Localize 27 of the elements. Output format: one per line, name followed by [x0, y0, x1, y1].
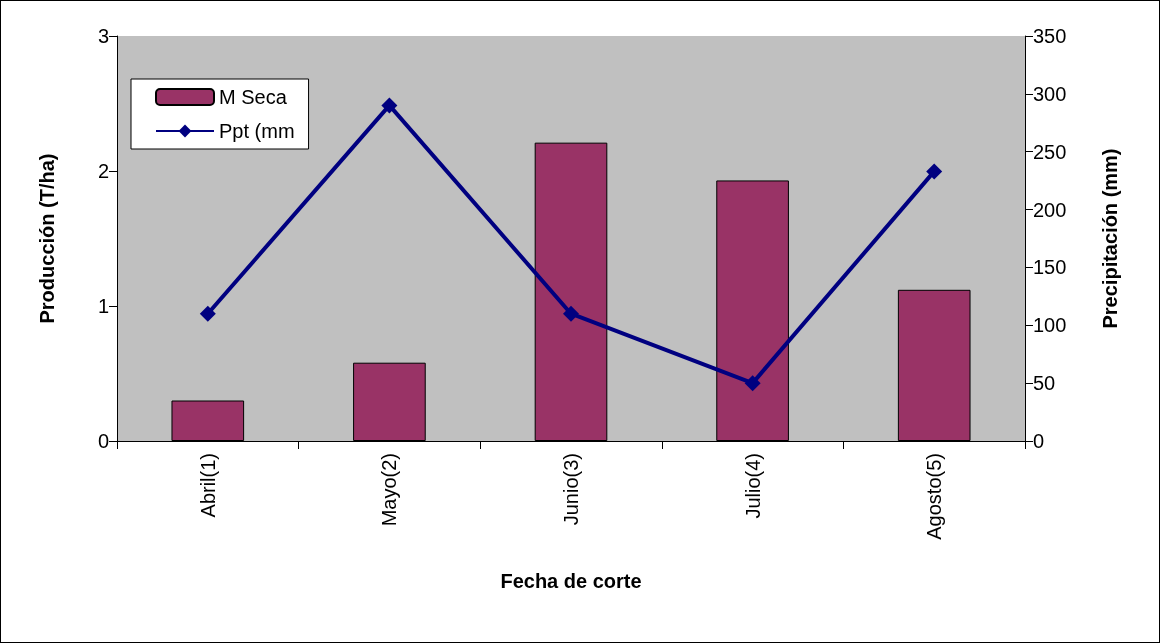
y-axis-title: Producción (T/ha)	[36, 153, 58, 324]
y2-tick-label: 150	[1033, 256, 1067, 279]
point	[199, 305, 216, 322]
y-tick-label: 2	[97, 160, 109, 182]
x-tick-label: Mayo(2)	[378, 453, 401, 527]
y2-tick-label: 50	[1033, 372, 1056, 395]
x-tick-label: Junio(3)	[560, 453, 582, 526]
point	[744, 375, 761, 392]
x-tick-label: Abril(1)	[196, 453, 219, 518]
y2-tick-label: 250	[1033, 140, 1067, 163]
legend-label: Ppt (mm	[219, 120, 295, 142]
point	[926, 163, 943, 180]
y2-tick-label: 100	[1033, 314, 1067, 337]
y2-tick-label: 300	[1033, 82, 1067, 105]
legend-label: M Seca	[219, 86, 288, 108]
y-tick-label: 3	[97, 25, 109, 47]
y-tick-label: 0	[97, 430, 109, 452]
point	[381, 97, 398, 114]
y2-tick-label: 350	[1033, 25, 1067, 47]
y2-tick-label: 200	[1033, 198, 1067, 221]
x-tick-label: Julio(4)	[741, 453, 764, 519]
point	[563, 305, 579, 322]
y2-axis-title: Precipitación (mm)	[1099, 148, 1121, 329]
y-tick-label: 1	[97, 295, 109, 317]
x-tick-label: Agosto(5)	[923, 453, 946, 540]
x-axis-title: Fecha de corte	[500, 570, 642, 592]
y2-tick-label: 0	[1033, 430, 1045, 452]
